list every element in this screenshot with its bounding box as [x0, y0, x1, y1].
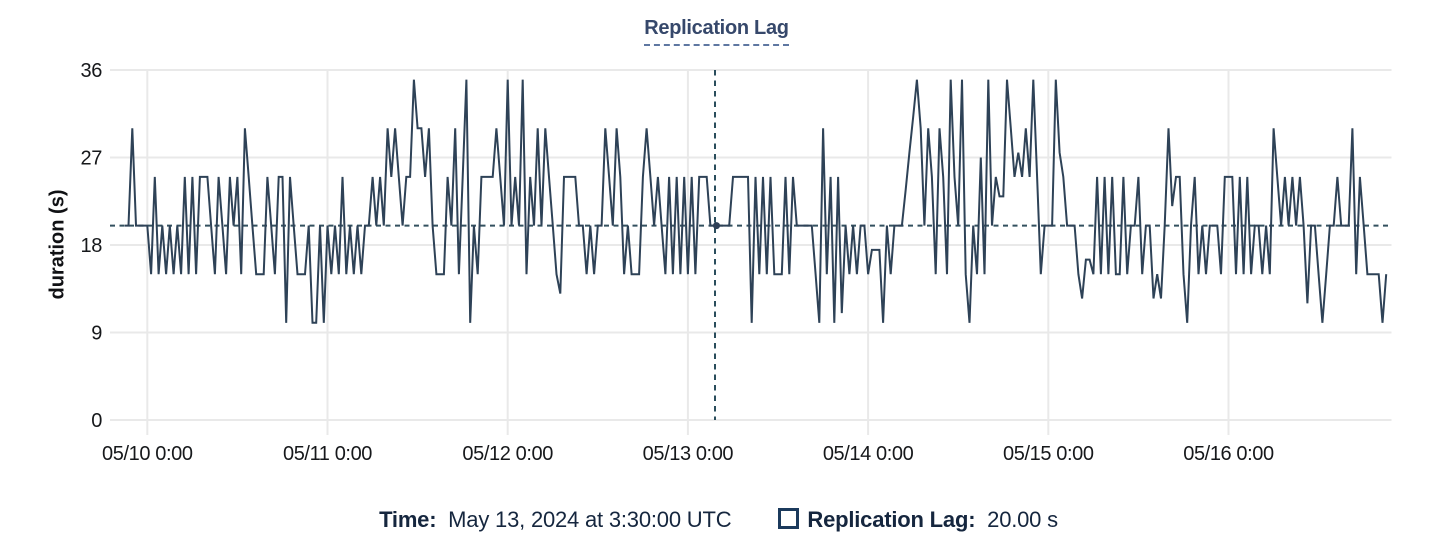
svg-text:0: 0: [91, 410, 102, 432]
svg-text:05/16 0:00: 05/16 0:00: [1183, 443, 1274, 465]
svg-text:05/10 0:00: 05/10 0:00: [102, 443, 193, 465]
svg-text:18: 18: [81, 235, 103, 257]
svg-text:27: 27: [81, 148, 103, 170]
svg-text:36: 36: [81, 60, 103, 82]
svg-text:05/12 0:00: 05/12 0:00: [462, 443, 553, 465]
svg-text:9: 9: [91, 323, 102, 345]
svg-text:05/14 0:00: 05/14 0:00: [823, 443, 914, 465]
svg-text:05/15 0:00: 05/15 0:00: [1003, 443, 1094, 465]
svg-text:05/13 0:00: 05/13 0:00: [643, 443, 734, 465]
svg-text:05/11 0:00: 05/11 0:00: [283, 443, 372, 465]
